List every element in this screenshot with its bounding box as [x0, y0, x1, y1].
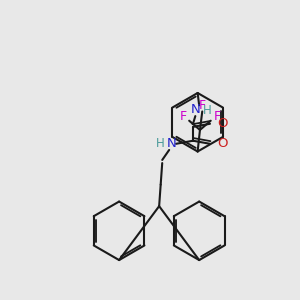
Text: N: N [190, 103, 200, 116]
Text: N: N [167, 137, 176, 150]
Text: F: F [213, 110, 220, 123]
Text: H: H [202, 104, 211, 117]
Text: H: H [156, 136, 165, 149]
Text: O: O [217, 117, 227, 130]
Text: F: F [179, 110, 187, 123]
Text: F: F [199, 99, 206, 112]
Text: O: O [217, 137, 227, 150]
